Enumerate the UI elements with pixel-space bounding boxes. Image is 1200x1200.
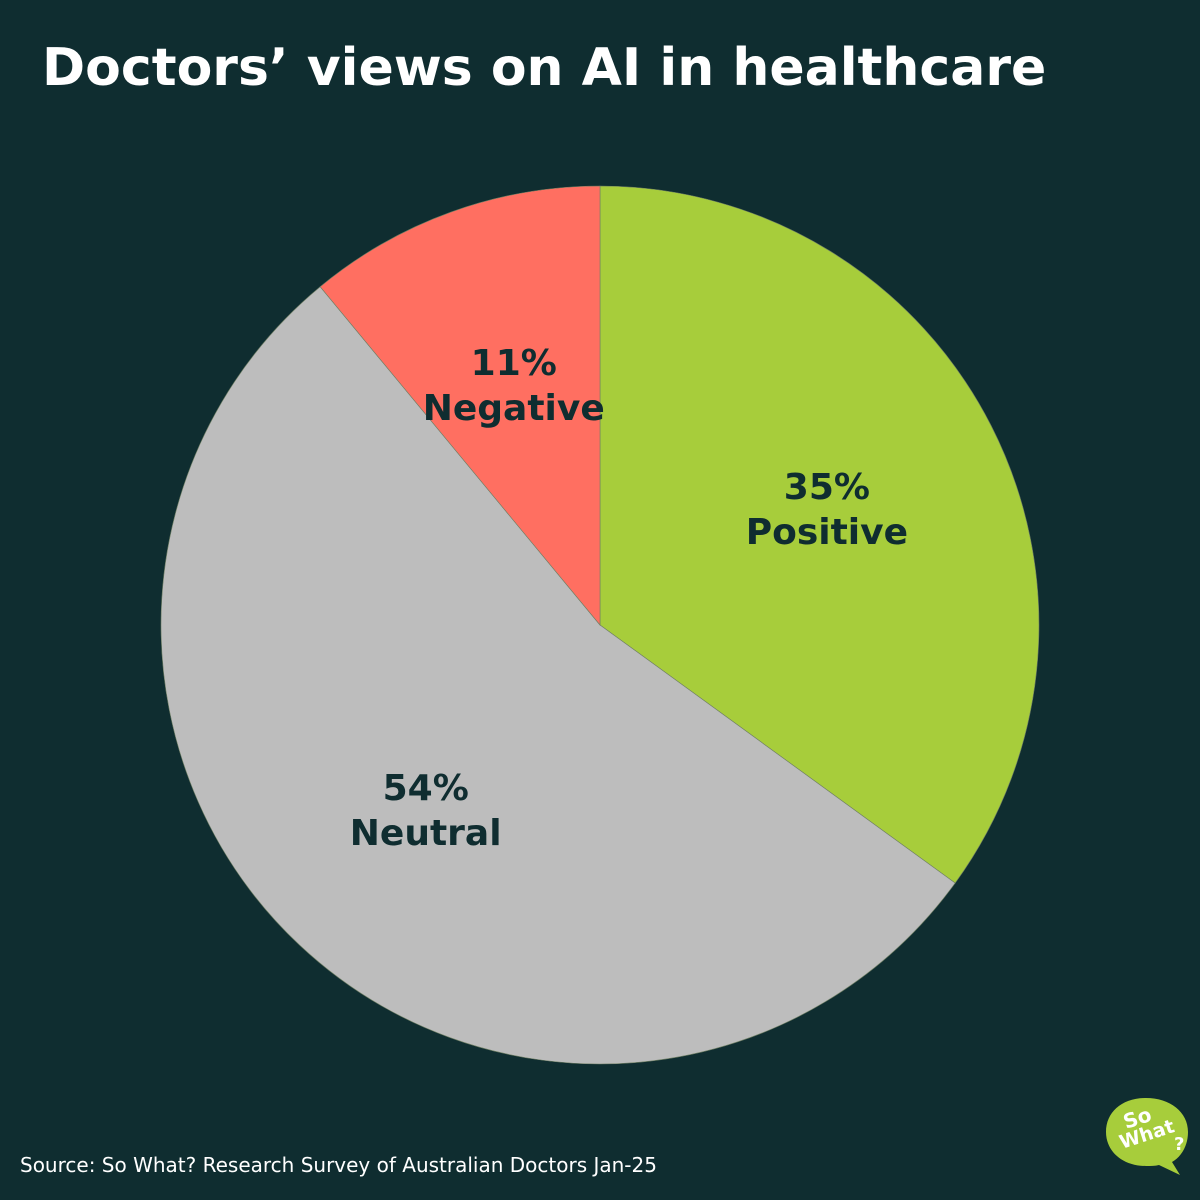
pie-slices (160, 185, 1040, 1065)
pie-slice-positive (599, 185, 1040, 884)
slice-category-label-neutral: Neutral (350, 813, 502, 854)
slice-value-label-positive: 35% (784, 467, 870, 508)
pie-slice-negative (319, 185, 601, 626)
so-what-logo: So What ? (1106, 1098, 1188, 1175)
pie-labels: 35%Positive 54%Neutral 11%Negative (350, 343, 908, 854)
speech-bubble-icon (1106, 1098, 1188, 1175)
pie-slice-neutral (160, 286, 956, 1065)
logo-question-mark: ? (1174, 1134, 1184, 1155)
slice-value-label-neutral: 54% (383, 768, 469, 809)
slice-category-label-negative: Negative (423, 388, 605, 429)
slice-value-label-negative: 11% (471, 343, 557, 384)
slice-category-label-positive: Positive (746, 512, 908, 553)
chart-title: Doctors’ views on AI in healthcare (42, 38, 1047, 98)
source-note: Source: So What? Research Survey of Aust… (20, 1153, 657, 1177)
